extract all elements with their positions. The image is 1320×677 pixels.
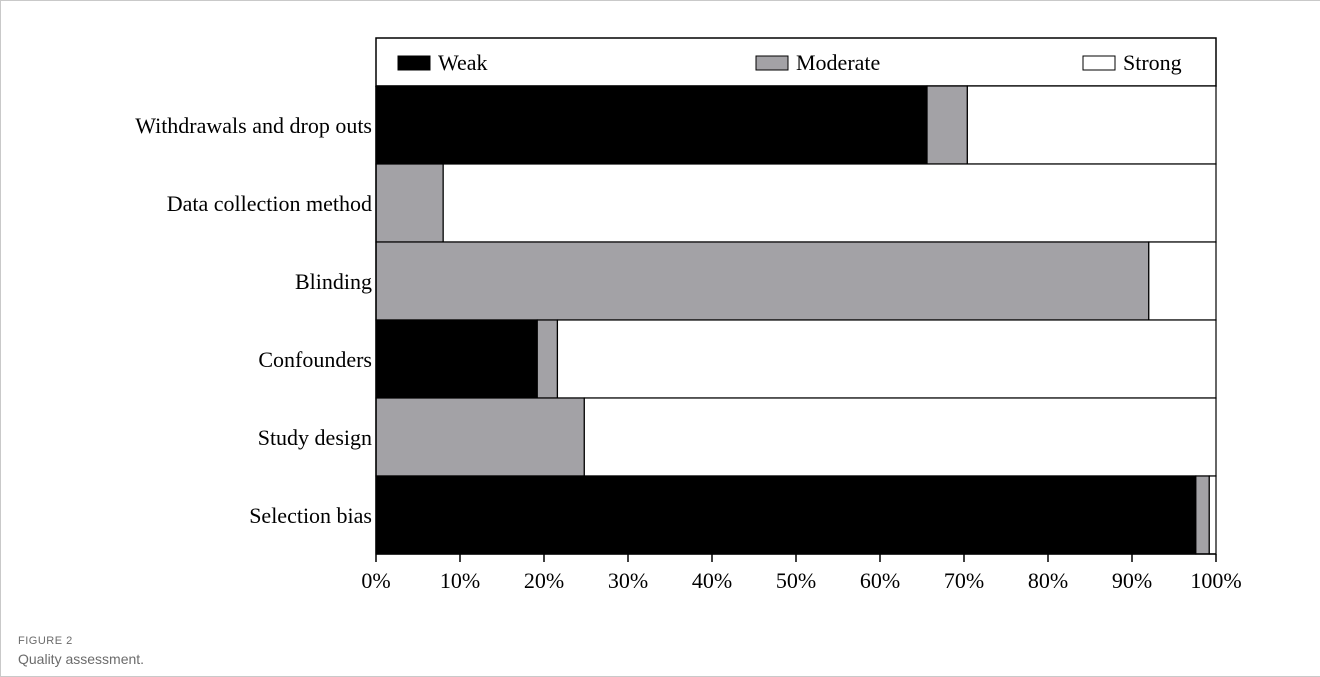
bar-confounders-moderate — [536, 319, 559, 399]
category-label-confounders: Confounders — [258, 347, 372, 372]
x-tick-label: 30% — [608, 568, 648, 593]
bar-selection-bias-moderate — [1195, 475, 1210, 555]
legend-label-strong: Strong — [1123, 50, 1182, 75]
category-label-data-collection-method: Data collection method — [167, 191, 372, 216]
bar-selection-bias-strong — [1208, 475, 1217, 555]
x-tick-label: 0% — [361, 568, 390, 593]
x-tick-label: 10% — [440, 568, 480, 593]
category-labels: Withdrawals and drop outs Data collection… — [135, 113, 372, 528]
bar-withdrawals-and-drop-outs-strong — [966, 85, 1217, 165]
bar-blinding-moderate — [375, 241, 1150, 321]
x-tick-label: 80% — [1028, 568, 1068, 593]
x-tick-label: 60% — [860, 568, 900, 593]
bar-withdrawals-and-drop-outs-moderate — [926, 85, 968, 165]
legend-label-moderate: Moderate — [796, 50, 880, 75]
figure-caption: Quality assessment. — [18, 651, 145, 667]
bar-study-design-moderate — [375, 397, 585, 477]
bars — [375, 85, 1217, 555]
bar-data-collection-method-strong — [442, 163, 1217, 243]
category-label-selection-bias: Selection bias — [249, 503, 372, 528]
category-label-blinding: Blinding — [295, 269, 372, 294]
x-axis: 0% 10% 20% 30% 40% 50% 60% 70% 80% 90% 100% — [361, 86, 1242, 593]
x-tick-label: 40% — [692, 568, 732, 593]
bar-study-design-strong — [583, 397, 1217, 477]
bar-blinding-strong — [1148, 241, 1217, 321]
legend: Weak Moderate Strong — [397, 50, 1182, 75]
legend-label-weak: Weak — [438, 50, 488, 75]
quality-assessment-chart: Weak Moderate Strong Withdrawals and drop … — [135, 37, 1242, 593]
bar-withdrawals-and-drop-outs-weak — [375, 85, 928, 165]
x-tick-label: 70% — [944, 568, 984, 593]
legend-swatch-weak — [397, 55, 431, 71]
x-tick-label: 50% — [776, 568, 816, 593]
bar-data-collection-method-moderate — [375, 163, 444, 243]
category-label-study-design: Study design — [258, 425, 372, 450]
bar-confounders-weak — [375, 319, 538, 399]
x-tick-label: 20% — [524, 568, 564, 593]
bar-confounders-strong — [556, 319, 1217, 399]
x-tick-label: 90% — [1112, 568, 1152, 593]
x-tick-label: 100% — [1190, 568, 1241, 593]
bar-selection-bias-weak — [375, 475, 1197, 555]
figure-label: FIGURE 2 — [18, 635, 73, 647]
category-label-withdrawals-and-drop-outs: Withdrawals and drop outs — [135, 113, 372, 138]
page-top-border — [0, 0, 1320, 1]
legend-swatch-moderate — [755, 55, 789, 71]
legend-swatch-strong — [1082, 55, 1116, 71]
